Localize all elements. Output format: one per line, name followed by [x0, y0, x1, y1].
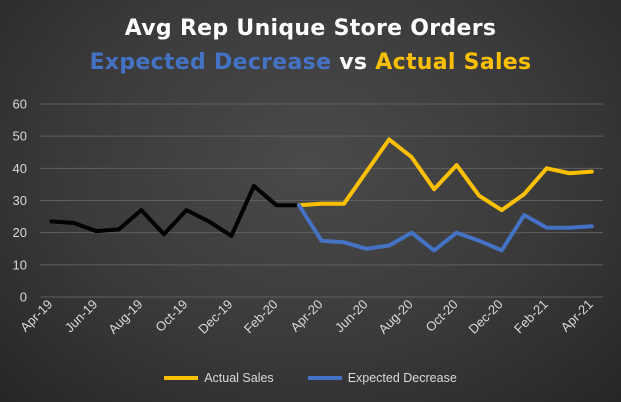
- y-tick-label: 10: [13, 257, 27, 272]
- x-tick-label: Jun-20: [332, 297, 371, 336]
- y-tick-label: 20: [13, 225, 27, 240]
- legend-swatch-actual: [164, 376, 199, 380]
- title-line-1: Avg Rep Unique Store Orders: [124, 16, 497, 41]
- legend: Actual Sales Expected Decrease: [0, 371, 621, 385]
- x-tick-label: Aug-20: [375, 297, 415, 337]
- legend-swatch-expected: [307, 376, 342, 380]
- chart-title: Avg Rep Unique Store Orders Expected Dec…: [0, 12, 621, 80]
- title-expected: Expected Decrease: [89, 50, 332, 75]
- legend-item-actual[interactable]: Actual Sales: [164, 371, 274, 385]
- y-tick-label: 60: [13, 97, 27, 112]
- y-tick-label: 40: [13, 161, 27, 176]
- legend-item-expected[interactable]: Expected Decrease: [307, 371, 457, 385]
- x-tick-label: Apr-20: [287, 297, 325, 335]
- x-tick-label: Oct-20: [423, 297, 461, 335]
- y-tick-label: 0: [20, 290, 27, 305]
- x-tick-label: Apr-21: [558, 297, 596, 335]
- legend-label-expected: Expected Decrease: [347, 371, 457, 385]
- x-tick-label: Feb-21: [511, 297, 551, 337]
- title-actual: Actual Sales: [375, 50, 532, 75]
- series-line-history: [49, 184, 301, 238]
- title-line-2: Expected Decrease vs Actual Sales: [0, 46, 621, 80]
- x-tick-label: Feb-20: [241, 297, 281, 337]
- y-tick-label: 50: [13, 129, 27, 144]
- x-tick-label: Oct-19: [152, 297, 190, 335]
- y-tick-label: 30: [13, 193, 27, 208]
- x-tick-label: Jun-19: [62, 297, 101, 336]
- x-tick-label: Dec-20: [466, 297, 506, 337]
- series-line-expected: [297, 203, 594, 253]
- legend-label-actual: Actual Sales: [204, 371, 274, 385]
- title-vs: vs: [339, 50, 368, 75]
- x-tick-label: Aug-19: [105, 297, 145, 337]
- x-tick-label: Dec-19: [195, 297, 235, 337]
- series-line-actual: [297, 137, 594, 213]
